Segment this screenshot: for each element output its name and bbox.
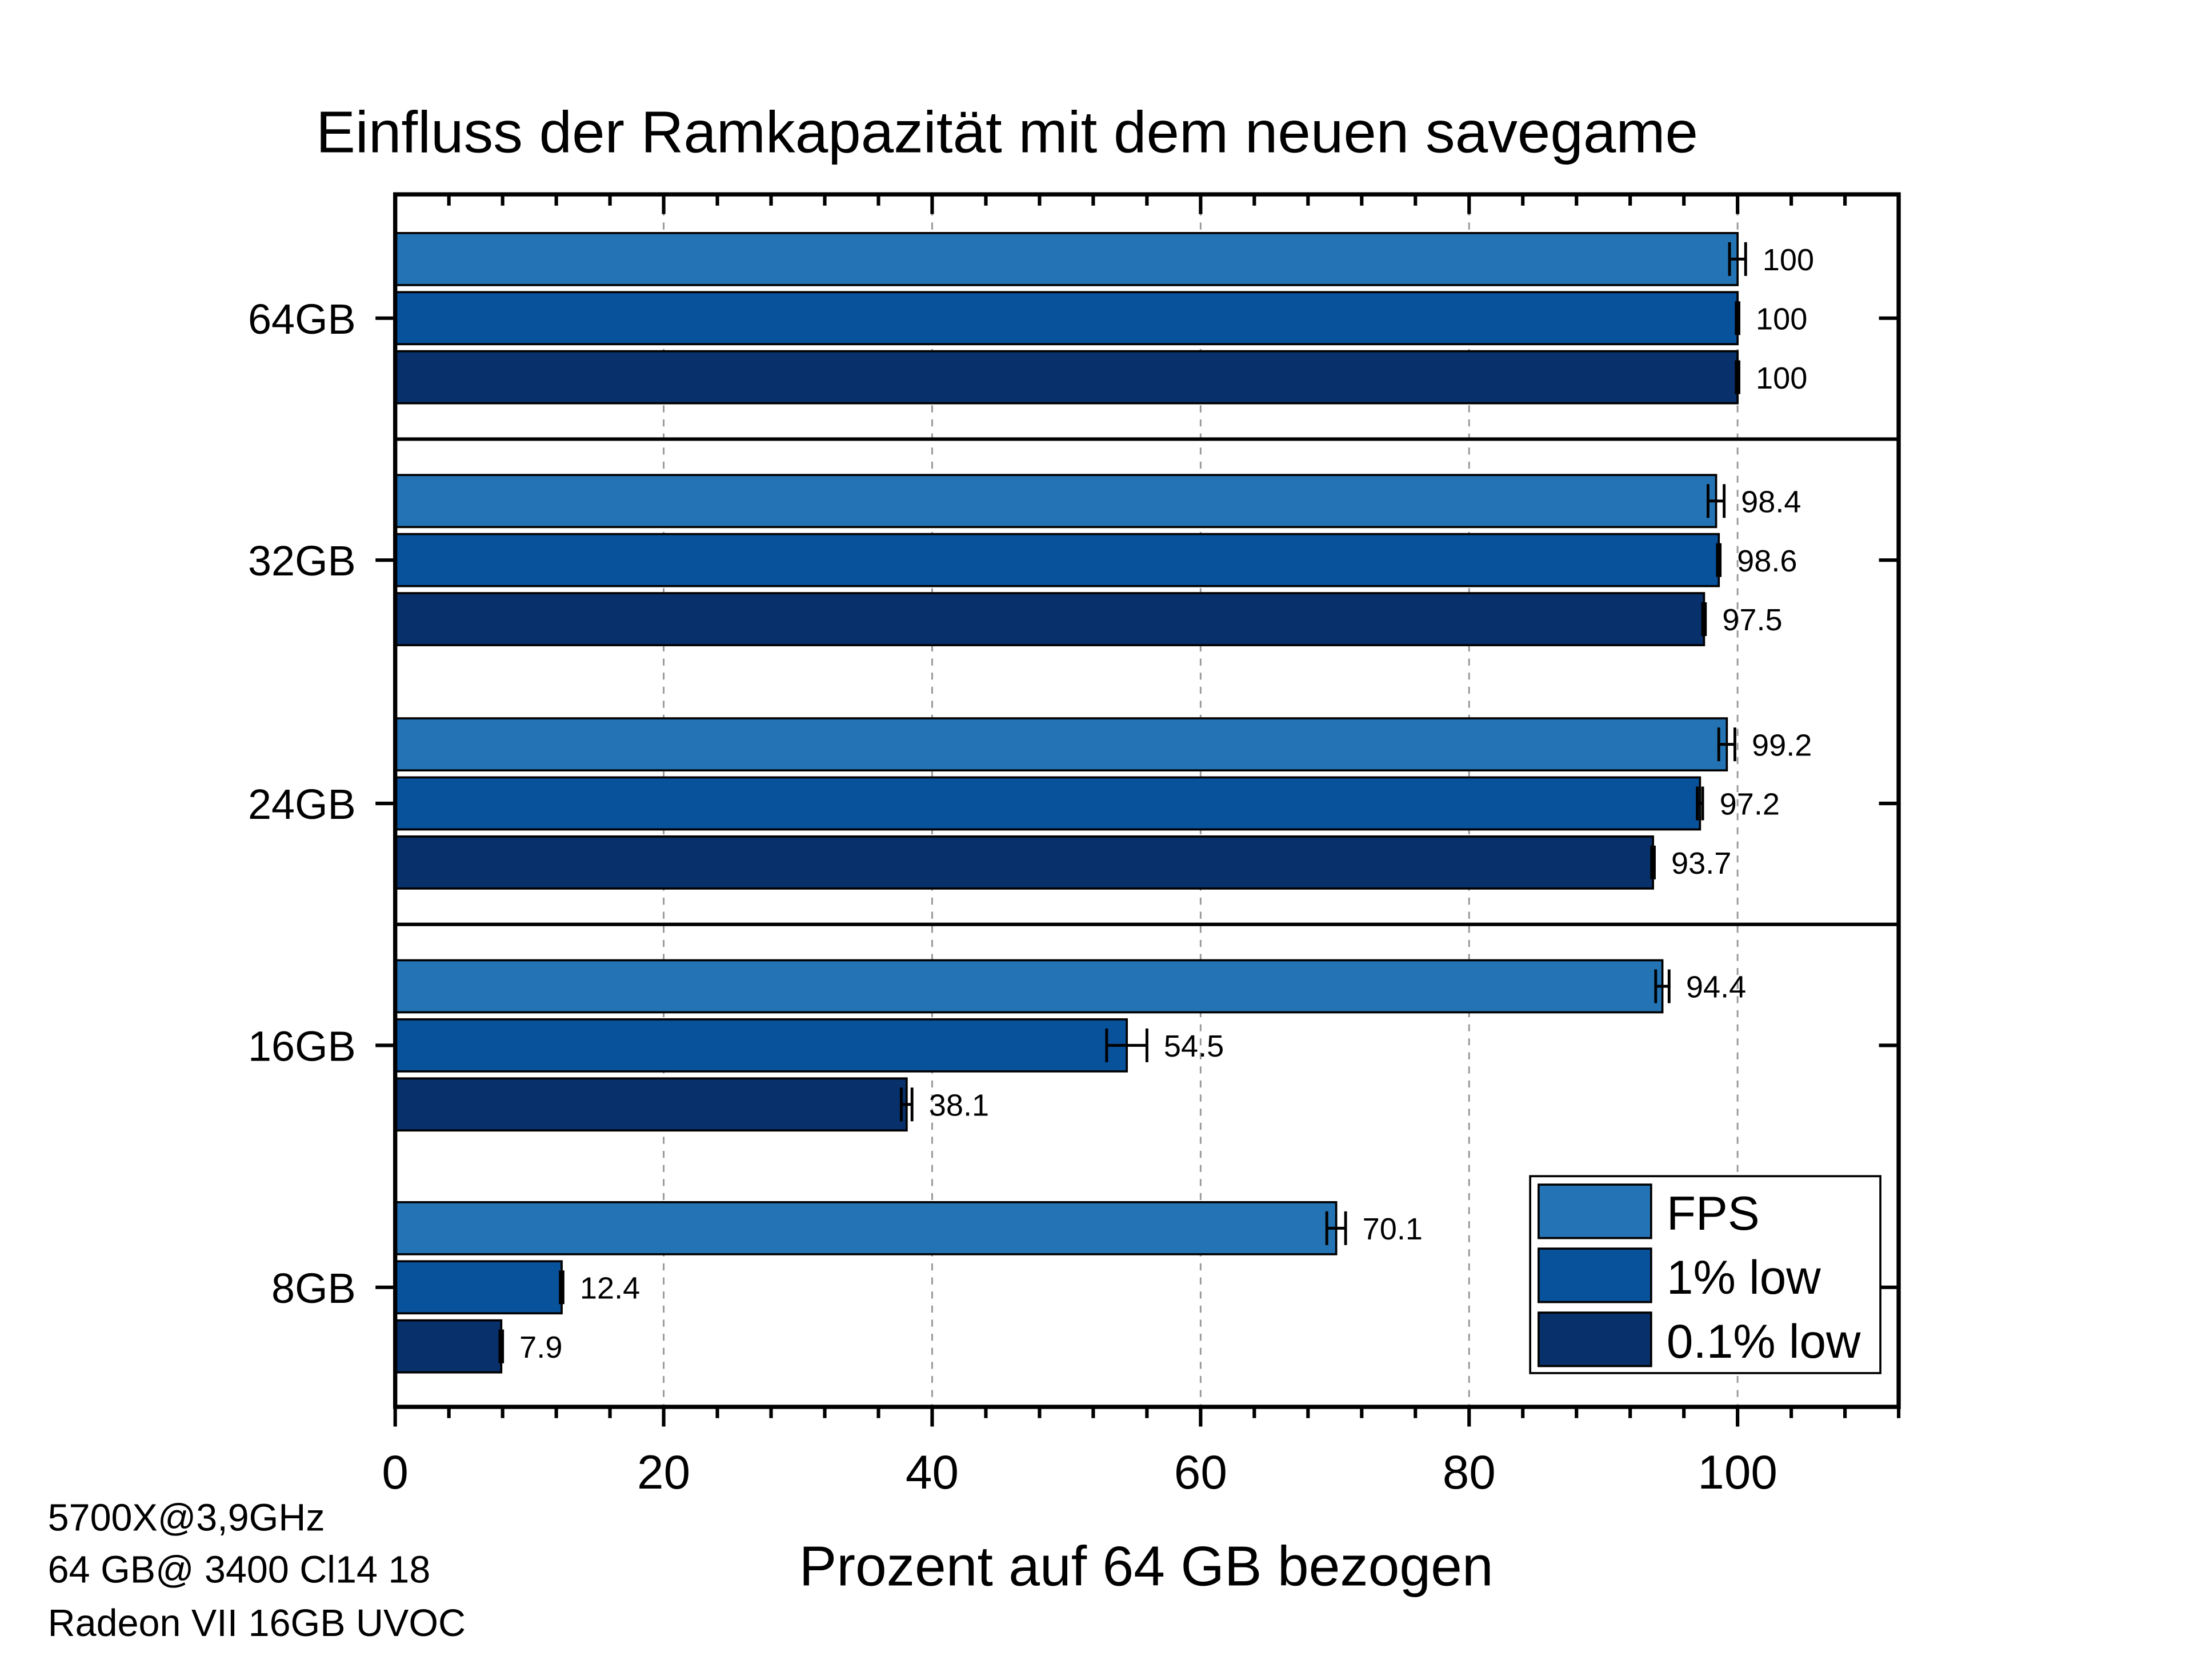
error-bar: [1105, 1028, 1148, 1062]
error-bar: [1654, 969, 1671, 1003]
bar: [394, 350, 1739, 405]
legend-label: FPS: [1667, 1186, 1760, 1240]
bar: [394, 959, 1664, 1014]
error-bar: [1735, 301, 1740, 335]
error-bar: [1701, 602, 1707, 637]
error-bar: [559, 1270, 564, 1305]
bar: [394, 533, 1720, 587]
data-label: 70.1: [1363, 1212, 1423, 1246]
bar: [394, 1018, 1128, 1073]
axes: 0 20 40 60 80 100 64GB 32GB 24GB 16GB 8GB: [248, 192, 1901, 1499]
data-label: 100: [1756, 302, 1807, 336]
legend-swatch: [1538, 1247, 1652, 1303]
annotation-cpu: 5700X@3,9GHz: [48, 1497, 325, 1539]
error-bar: [1650, 845, 1656, 879]
data-label: 54.5: [1164, 1029, 1224, 1063]
bar: [394, 1319, 503, 1374]
bars: 100 98.4 99.2 94.4 70.1 100 98.6 97.2 54.5 12.4 10…: [394, 232, 1814, 1374]
annotation-ram: 64 GB@ 3400 Cl14 18: [48, 1549, 431, 1591]
data-label: 99.2: [1752, 728, 1812, 762]
y-tick-label: 24GB: [248, 781, 356, 828]
data-label: 98.6: [1737, 544, 1797, 578]
data-label: 94.4: [1686, 970, 1746, 1005]
x-tick-label: 40: [906, 1445, 959, 1499]
error-bar: [1325, 1211, 1347, 1245]
x-axis-label: Prozent auf 64 GB bezogen: [799, 1535, 1494, 1598]
data-label: 100: [1756, 361, 1807, 395]
y-tick-label: 64GB: [248, 295, 356, 343]
data-label: 98.4: [1741, 485, 1801, 519]
bar: [394, 1077, 908, 1132]
bar: [394, 232, 1739, 286]
legend: FPS 1% low 0.1% low: [1529, 1175, 1881, 1374]
data-label: 7.9: [519, 1330, 562, 1365]
x-tick-label: 80: [1443, 1445, 1496, 1499]
error-bar: [1716, 543, 1722, 577]
y-tick-label: 8GB: [271, 1265, 356, 1312]
legend-label: 1% low: [1667, 1250, 1821, 1304]
bar: [394, 592, 1705, 646]
y-tick-label: 16GB: [248, 1022, 356, 1070]
bar: [394, 835, 1654, 890]
data-label: 38.1: [929, 1088, 989, 1122]
bar: [394, 717, 1728, 772]
x-tick-label: 20: [637, 1445, 690, 1499]
error-bar: [498, 1329, 505, 1363]
x-tick-label: 60: [1174, 1445, 1227, 1499]
error-bar: [1717, 727, 1736, 762]
annotation-gpu: Radeon VII 16GB UVOC: [48, 1602, 466, 1645]
x-tick-label: 0: [382, 1445, 409, 1499]
error-bar: [1728, 242, 1747, 276]
error-bar: [1735, 360, 1740, 394]
bar: [394, 1260, 563, 1315]
data-label: 100: [1763, 243, 1814, 277]
data-label: 12.4: [580, 1271, 640, 1305]
legend-swatch: [1538, 1311, 1652, 1367]
bar: [394, 291, 1739, 346]
legend-label: 0.1% low: [1667, 1314, 1861, 1368]
error-bar: [1707, 484, 1726, 518]
bar: [394, 776, 1701, 831]
y-tick-label: 32GB: [248, 537, 356, 585]
data-label: 93.7: [1671, 846, 1731, 881]
bar: [394, 1201, 1338, 1255]
x-tick-label: 100: [1697, 1445, 1777, 1499]
chart-title: Einfluss der Ramkapazität mit dem neuen …: [316, 98, 1698, 165]
legend-swatch: [1538, 1183, 1652, 1239]
data-label: 97.5: [1722, 603, 1782, 637]
bar: [394, 474, 1717, 529]
error-bar: [1696, 786, 1704, 821]
error-bar: [899, 1087, 914, 1122]
data-label: 97.2: [1720, 787, 1780, 822]
